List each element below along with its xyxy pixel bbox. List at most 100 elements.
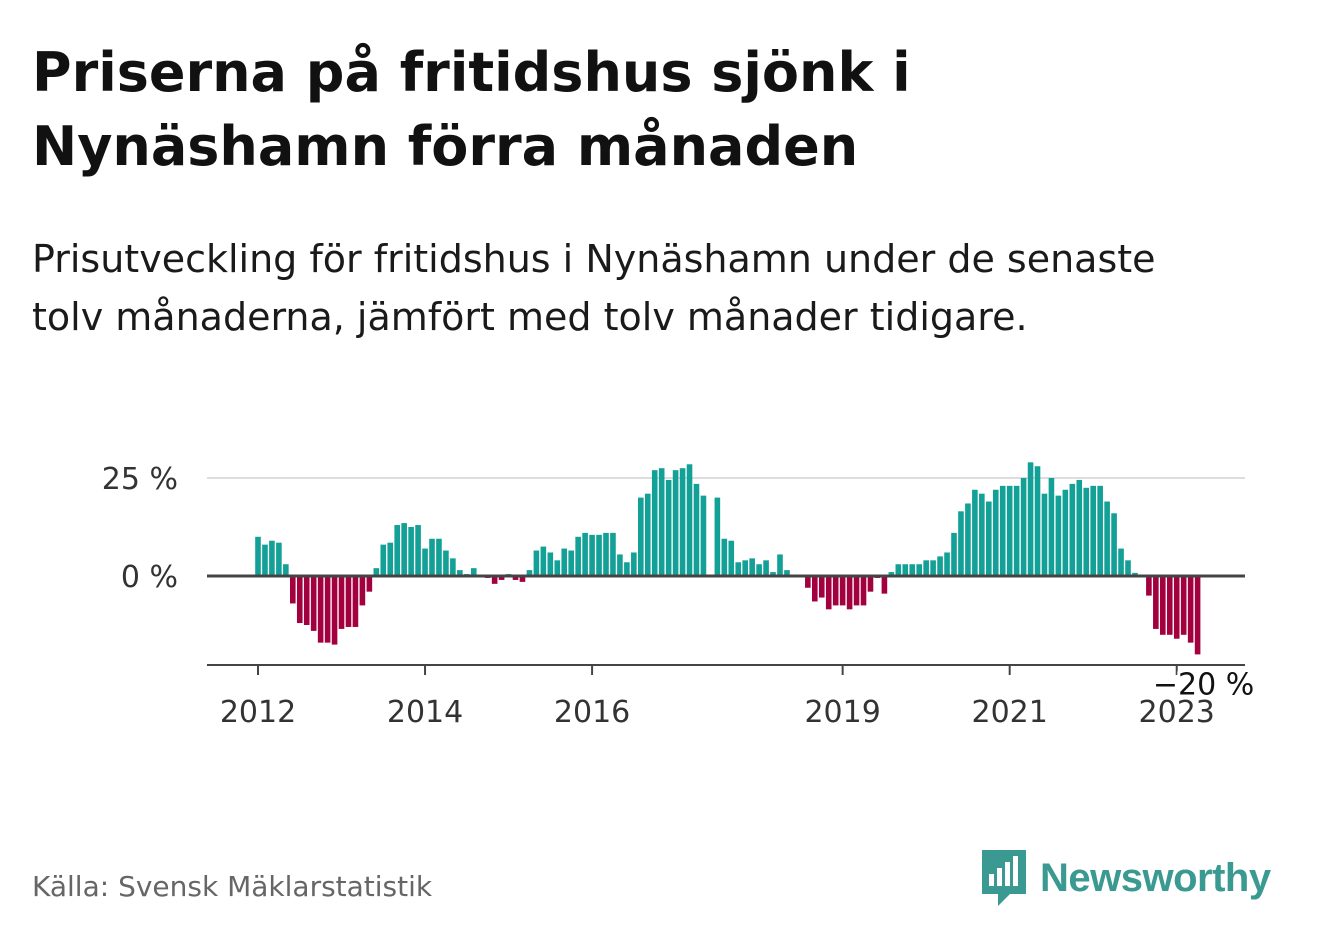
bar (1062, 489, 1069, 576)
bar (1006, 485, 1013, 576)
bar (972, 489, 978, 576)
bar (1083, 487, 1090, 576)
bar (589, 534, 595, 576)
bar (262, 544, 268, 576)
bar (624, 562, 630, 576)
bar (651, 470, 658, 576)
bar (1125, 560, 1131, 576)
bar (1097, 485, 1103, 576)
bar (290, 576, 296, 604)
bar (735, 562, 742, 576)
bar (283, 564, 289, 576)
bar (986, 501, 992, 576)
bar (1027, 462, 1034, 576)
bar (436, 538, 442, 576)
bar (867, 576, 874, 592)
bar-chart: 25 % 0 % 2012 2014 2016 2019 2021 2023−20 % (102, 462, 1257, 730)
bar (533, 550, 540, 576)
bar (721, 538, 728, 576)
bar (742, 560, 748, 576)
chart-title: Priserna på fritidshus sjönk i Nynäshamn… (32, 41, 911, 178)
bar (909, 564, 916, 576)
bar (1160, 576, 1166, 635)
brand-name: Newsworthy (1040, 855, 1271, 900)
bar (1187, 576, 1194, 643)
bar (255, 536, 261, 576)
bar (770, 572, 776, 576)
bar (686, 464, 693, 576)
bar (853, 576, 860, 606)
chart-subtitle: Prisutveckling för fritidshus i Nynäsham… (32, 237, 1156, 339)
bar (992, 489, 999, 576)
bar (658, 468, 665, 576)
bar (1013, 485, 1020, 576)
bar (561, 548, 568, 576)
bar (839, 576, 846, 606)
bar (965, 503, 971, 576)
bar (777, 554, 783, 576)
last-value-label: −20 % (1153, 667, 1254, 702)
bar (457, 570, 463, 576)
bar (825, 576, 832, 610)
source-note: Källa: Svensk Mäklarstatistik (32, 870, 433, 903)
y-tick-label: 0 % (121, 560, 178, 595)
bar (345, 576, 352, 627)
bar (352, 576, 359, 627)
bar (693, 483, 700, 576)
bar (512, 576, 519, 580)
bar (1194, 576, 1201, 655)
bar (714, 497, 721, 576)
bar (582, 532, 588, 576)
bar (366, 576, 373, 592)
bar (1146, 576, 1152, 596)
bar (596, 534, 602, 576)
bar (1076, 479, 1083, 576)
bar (902, 564, 909, 576)
bar (832, 576, 839, 606)
bar (665, 479, 672, 576)
bar (310, 576, 317, 631)
bar (937, 556, 943, 576)
bar (999, 485, 1006, 576)
bar (1048, 478, 1055, 576)
bar (408, 527, 414, 576)
bar (401, 523, 407, 576)
bar (554, 560, 561, 576)
bar (944, 552, 950, 576)
bar (603, 532, 609, 576)
bar (728, 540, 735, 576)
bar (1180, 576, 1187, 635)
bar (338, 576, 345, 629)
x-tick-label: 2021 (972, 695, 1048, 730)
bar (575, 536, 581, 576)
newsworthy-icon (982, 850, 1026, 906)
bar (498, 576, 505, 580)
bar (679, 468, 686, 576)
bar (916, 564, 922, 576)
bar (470, 568, 477, 576)
bar (317, 576, 324, 643)
bar (638, 497, 644, 576)
bar (700, 495, 707, 576)
bar (296, 576, 303, 624)
bar (519, 576, 526, 582)
x-tick-label: 2023 (1139, 695, 1215, 730)
bar (1132, 572, 1138, 576)
bar (415, 525, 421, 576)
bar (631, 552, 637, 576)
bar (491, 576, 498, 584)
bar (526, 570, 533, 576)
bar (895, 564, 902, 576)
bar (1166, 576, 1173, 635)
bar (784, 570, 790, 576)
bar (860, 576, 867, 606)
bar (818, 576, 825, 598)
bar (951, 532, 957, 576)
bar (331, 576, 338, 645)
bar (610, 532, 616, 576)
bar (617, 554, 623, 576)
brand-logo: Newsworthy (980, 848, 1271, 908)
bar (568, 550, 574, 576)
bar (303, 576, 310, 625)
bar (846, 576, 853, 610)
